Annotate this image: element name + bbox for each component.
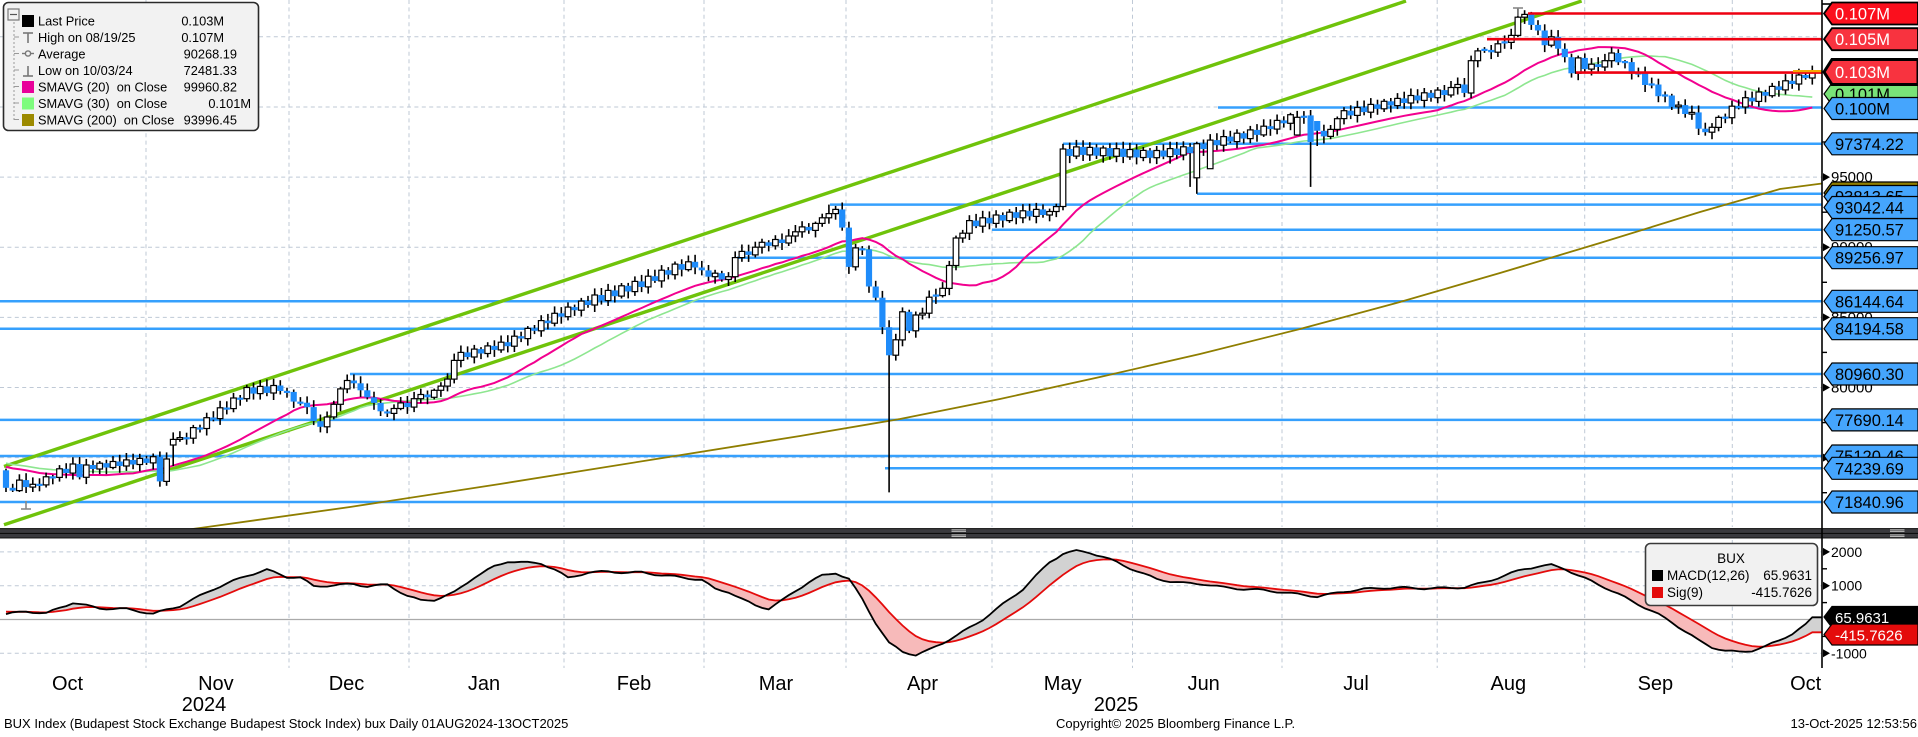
svg-text:89256.97: 89256.97 [1835,250,1904,268]
svg-text:65.9631: 65.9631 [1835,610,1889,627]
svg-text:Oct: Oct [52,673,84,695]
svg-text:13-Oct-2025 12:53:56: 13-Oct-2025 12:53:56 [1791,716,1917,731]
svg-text:Jul: Jul [1343,673,1369,695]
svg-text:93042.44: 93042.44 [1835,200,1904,218]
svg-text:Last Price: Last Price [38,14,95,29]
svg-text:74239.69: 74239.69 [1835,460,1904,478]
svg-text:77690.14: 77690.14 [1835,412,1904,430]
svg-text:Jan: Jan [468,673,500,695]
svg-text:Sep: Sep [1638,673,1674,695]
svg-text:0.107M: 0.107M [181,30,224,45]
svg-text:65.9631: 65.9631 [1763,568,1812,583]
svg-text:0.107M: 0.107M [1835,6,1890,24]
svg-text:93996.45: 93996.45 [184,113,237,128]
svg-text:91250.57: 91250.57 [1835,222,1904,240]
svg-text:Feb: Feb [617,673,651,695]
svg-text:0.100M: 0.100M [1835,101,1890,119]
svg-text:0.103M: 0.103M [1835,64,1890,82]
svg-text:-415.7626: -415.7626 [1835,628,1903,645]
svg-text:80960.30: 80960.30 [1835,366,1904,384]
svg-text:SMAVG (20) on Close: SMAVG (20) on Close [38,80,167,95]
svg-text:1000: 1000 [1831,578,1862,594]
svg-text:2000: 2000 [1831,544,1862,560]
svg-text:Dec: Dec [329,673,365,695]
svg-text:84194.58: 84194.58 [1835,321,1904,339]
svg-text:Apr: Apr [907,673,938,695]
svg-text:SMAVG (200) on Close: SMAVG (200) on Close [38,113,174,128]
svg-text:High on 08/19/25: High on 08/19/25 [38,30,135,45]
svg-text:Low on 10/03/24: Low on 10/03/24 [38,63,133,78]
svg-text:Aug: Aug [1491,673,1527,695]
svg-text:2024: 2024 [182,694,227,716]
svg-text:71840.96: 71840.96 [1835,494,1904,512]
svg-text:May: May [1044,673,1082,695]
svg-text:Jun: Jun [1188,673,1220,695]
svg-text:Oct: Oct [1790,673,1822,695]
svg-text:SMAVG (30) on Close: SMAVG (30) on Close [38,96,167,111]
svg-text:0.101M: 0.101M [208,96,251,111]
svg-text:90268.19: 90268.19 [184,47,237,62]
svg-text:0.103M: 0.103M [181,14,224,29]
svg-text:Sig(9): Sig(9) [1667,585,1703,600]
svg-text:0.105M: 0.105M [1835,31,1890,49]
svg-text:Copyright© 2025 Bloomberg Fina: Copyright© 2025 Bloomberg Finance L.P. [1056,716,1295,731]
svg-text:MACD(12,26): MACD(12,26) [1667,568,1750,583]
svg-text:97374.22: 97374.22 [1835,136,1904,154]
svg-text:86144.64: 86144.64 [1835,293,1904,311]
svg-text:72481.33: 72481.33 [184,63,237,78]
svg-text:Mar: Mar [759,673,794,695]
svg-text:2025: 2025 [1094,694,1139,716]
svg-text:-1000: -1000 [1831,645,1867,661]
svg-text:BUX: BUX [1717,551,1745,566]
svg-text:-415.7626: -415.7626 [1751,585,1812,600]
svg-text:Nov: Nov [198,673,234,695]
svg-text:Average: Average [38,47,85,62]
svg-text:BUX Index (Budapest Stock Exch: BUX Index (Budapest Stock Exchange Budap… [4,716,568,731]
svg-text:99960.82: 99960.82 [184,80,237,95]
